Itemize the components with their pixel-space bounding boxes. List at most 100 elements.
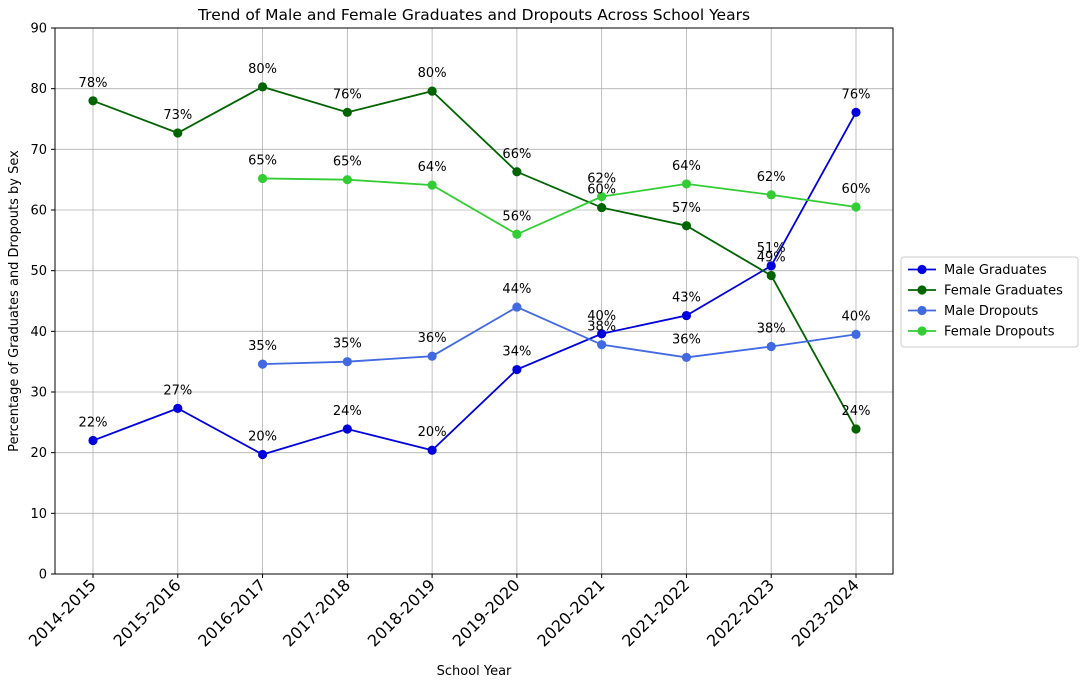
x-tick-label: 2015-2016	[109, 575, 184, 650]
x-tick-label: 2018-2019	[364, 575, 439, 650]
data-point	[342, 107, 352, 117]
data-label: 62%	[587, 172, 616, 187]
y-tick-label: 50	[30, 264, 47, 279]
x-tick-label: 2020-2021	[533, 575, 608, 650]
y-tick-label: 90	[30, 22, 47, 37]
data-point	[427, 86, 437, 96]
data-point	[681, 179, 692, 189]
plot-frame	[54, 27, 894, 575]
data-point	[681, 221, 692, 231]
data-label: 80%	[418, 66, 447, 81]
data-point	[512, 167, 522, 177]
x-axis: 2014-2015 2015-2016 2016-2017 2017-2018 2018…	[25, 574, 863, 651]
chart-title: Trend of Male and Female Graduates and D…	[197, 6, 750, 24]
series-female-graduates	[88, 82, 861, 434]
legend-item: Male Dropouts	[908, 304, 1038, 319]
data-point	[173, 128, 183, 138]
data-label: 40%	[842, 309, 871, 324]
data-label: 24%	[842, 404, 871, 419]
data-label: 51%	[757, 241, 786, 256]
legend-item: Female Dropouts	[908, 325, 1055, 340]
data-label: 38%	[757, 322, 786, 337]
legend-item: Female Graduates	[908, 284, 1063, 299]
data-point	[88, 96, 98, 106]
data-label: 78%	[79, 76, 108, 91]
data-point	[851, 329, 861, 339]
data-label: 65%	[248, 153, 277, 168]
data-point	[342, 424, 352, 434]
data-point	[851, 424, 861, 434]
data-point	[766, 261, 776, 271]
data-label: 20%	[248, 429, 277, 444]
y-tick-label: 70	[30, 143, 47, 158]
y-tick-label: 40	[30, 325, 47, 340]
data-label: 60%	[842, 182, 871, 197]
legend-swatch-marker	[917, 305, 927, 316]
x-tick-label: 2019-2020	[449, 575, 524, 650]
data-label: 80%	[248, 62, 277, 77]
data-label: 57%	[672, 201, 701, 216]
data-label: 60%	[587, 183, 616, 198]
data-point	[851, 202, 861, 212]
x-tick-label: 2017-2018	[279, 575, 354, 650]
legend-frame	[900, 256, 1079, 348]
data-point	[597, 192, 607, 202]
data-point	[597, 340, 607, 350]
data-label: 35%	[333, 337, 362, 352]
data-point	[257, 82, 268, 92]
data-label: 27%	[163, 383, 192, 398]
data-label: 40%	[587, 309, 616, 324]
data-point	[766, 190, 776, 200]
legend-item: Male Graduates	[908, 263, 1047, 278]
series-layer	[88, 82, 861, 460]
data-label: 65%	[333, 155, 362, 170]
data-point	[427, 351, 437, 361]
x-tick-label: 2016-2017	[194, 575, 269, 650]
legend-swatch-marker	[917, 264, 927, 275]
data-point	[88, 435, 98, 446]
data-label-layer: 22% 27% 20% 24% 20% 34% 40% 43% 51% 76% 78% 73% 80% 7…	[79, 62, 871, 445]
data-label: 36%	[418, 331, 447, 346]
y-tick-label: 20	[30, 446, 47, 461]
data-point	[512, 229, 522, 239]
legend-label: Male Graduates	[944, 263, 1047, 278]
data-label: 73%	[163, 108, 192, 123]
data-label: 44%	[502, 282, 531, 297]
data-label: 76%	[333, 87, 362, 102]
legend-label: Female Graduates	[944, 284, 1063, 299]
data-point	[342, 357, 352, 367]
data-point	[766, 341, 776, 352]
y-tick-label: 30	[30, 386, 47, 401]
data-label: 49%	[757, 251, 786, 266]
x-tick-label: 2022-2023	[703, 575, 778, 650]
data-point	[512, 364, 522, 375]
legend-swatch-marker	[917, 326, 927, 336]
data-label: 36%	[672, 332, 701, 347]
y-tick-label: 0	[39, 568, 47, 583]
data-label: 20%	[418, 425, 447, 440]
legend-swatch-marker	[917, 285, 927, 295]
data-point	[257, 359, 268, 369]
data-label: 56%	[502, 209, 531, 224]
data-point	[597, 329, 607, 339]
y-tick-label: 80	[30, 82, 47, 97]
data-point	[173, 403, 183, 413]
data-point	[342, 175, 352, 185]
legend-label: Female Dropouts	[944, 325, 1055, 340]
data-point	[257, 449, 268, 460]
series-line	[92, 85, 857, 430]
data-label: 35%	[248, 339, 277, 354]
data-label: 34%	[502, 345, 531, 360]
data-point	[681, 310, 692, 321]
y-tick-label: 60	[30, 204, 47, 219]
data-point	[427, 445, 437, 455]
series-line	[262, 177, 857, 236]
data-label: 38%	[587, 320, 616, 335]
legend: Male Graduates Female Graduates Male Dropo…	[900, 256, 1079, 348]
x-tick-label: 2014-2015	[25, 575, 100, 650]
data-point	[427, 180, 437, 190]
data-label: 64%	[672, 159, 701, 174]
data-label: 43%	[672, 291, 701, 306]
data-point	[681, 352, 692, 363]
